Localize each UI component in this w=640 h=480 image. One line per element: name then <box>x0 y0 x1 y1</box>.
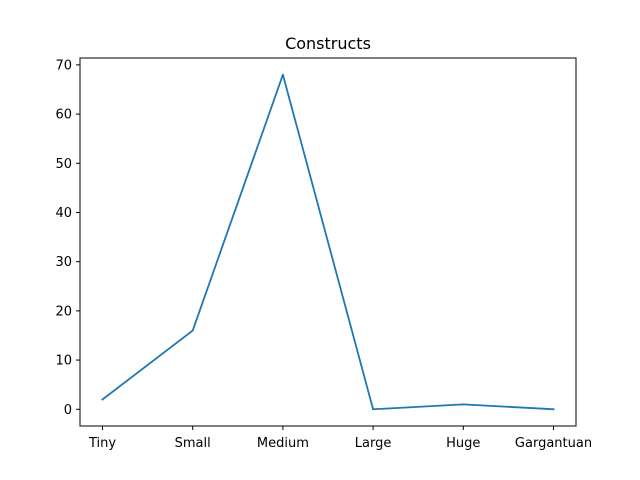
x-tick-label: Medium <box>257 436 309 451</box>
series-line-0 <box>101 73 555 411</box>
data-point-gargantuan <box>552 408 555 411</box>
x-tick-label: Gargantuan <box>515 436 592 451</box>
data-point-large <box>372 408 374 411</box>
x-tick-label: Huge <box>446 436 480 451</box>
y-tick-label: 30 <box>55 255 72 270</box>
y-tick-label: 0 <box>64 403 72 418</box>
data-point-small <box>191 329 194 332</box>
x-tick-label: Tiny <box>88 436 116 451</box>
y-tick-label: 40 <box>55 206 72 221</box>
y-tick-label: 70 <box>55 58 72 73</box>
axes-frame <box>79 57 577 427</box>
data-point-medium <box>282 73 284 76</box>
y-tick-label: 10 <box>55 354 72 369</box>
data-point-huge <box>462 403 465 406</box>
chart-title: Constructs <box>285 34 371 53</box>
plot-area: 0 10 20 30 40 50 60 70 Tiny Small Medium Large Huge G… <box>55 57 592 451</box>
y-tick-label: 20 <box>55 304 72 319</box>
y-tick-label: 60 <box>55 108 72 123</box>
y-tick-label: 50 <box>55 157 72 172</box>
x-tick-label: Small <box>175 436 211 451</box>
data-point-tiny <box>101 398 104 401</box>
x-tick-label: Large <box>355 436 392 451</box>
